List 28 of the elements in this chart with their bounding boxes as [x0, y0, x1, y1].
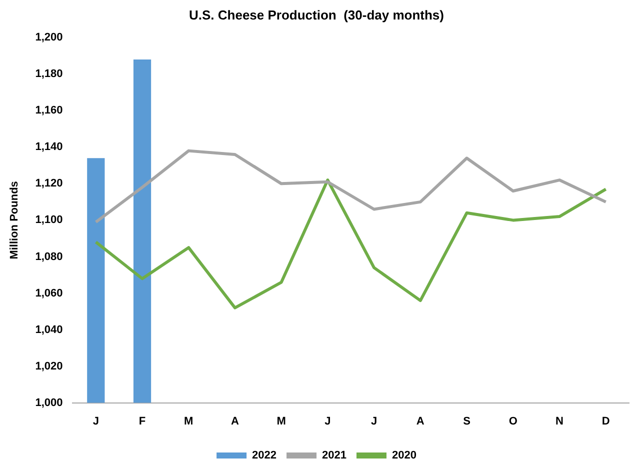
x-tick-label: J [92, 415, 99, 428]
y-tick-label: 1,020 [35, 360, 63, 372]
y-tick-label: 1,200 [35, 32, 63, 44]
x-tick-label: M [276, 415, 286, 428]
y-tick-label: 1,140 [35, 141, 63, 154]
y-tick-label: 1,180 [35, 68, 63, 80]
x-tick-label: J [370, 415, 378, 428]
y-tick-label: 1,040 [35, 324, 63, 336]
legend-label: 2021 [322, 450, 346, 462]
y-tick-label: 1,160 [35, 104, 63, 117]
x-tick-label: D [602, 415, 610, 428]
x-tick-label: F [138, 415, 146, 428]
legend-label: 2022 [252, 450, 277, 462]
y-tick-label: 1,060 [35, 287, 63, 300]
chart-title: U.S. Cheese Production (30-day months) [189, 7, 444, 22]
x-tick-label: S [463, 415, 470, 428]
x-tick-label: A [416, 415, 424, 428]
legend-label: 2020 [392, 450, 416, 462]
x-tick-label: A [230, 415, 239, 428]
x-tick-label: N [555, 415, 564, 428]
y-tick-label: 1,120 [35, 178, 63, 190]
x-tick-label: M [184, 415, 194, 428]
y-tick-label: 1,000 [35, 396, 63, 409]
y-tick-label: 1,100 [35, 214, 63, 226]
y-axis-title: Million Pounds [8, 181, 21, 260]
y-tick-label: 1,080 [35, 250, 63, 263]
x-tick-label: J [324, 415, 331, 428]
x-tick-label: O [508, 415, 518, 428]
